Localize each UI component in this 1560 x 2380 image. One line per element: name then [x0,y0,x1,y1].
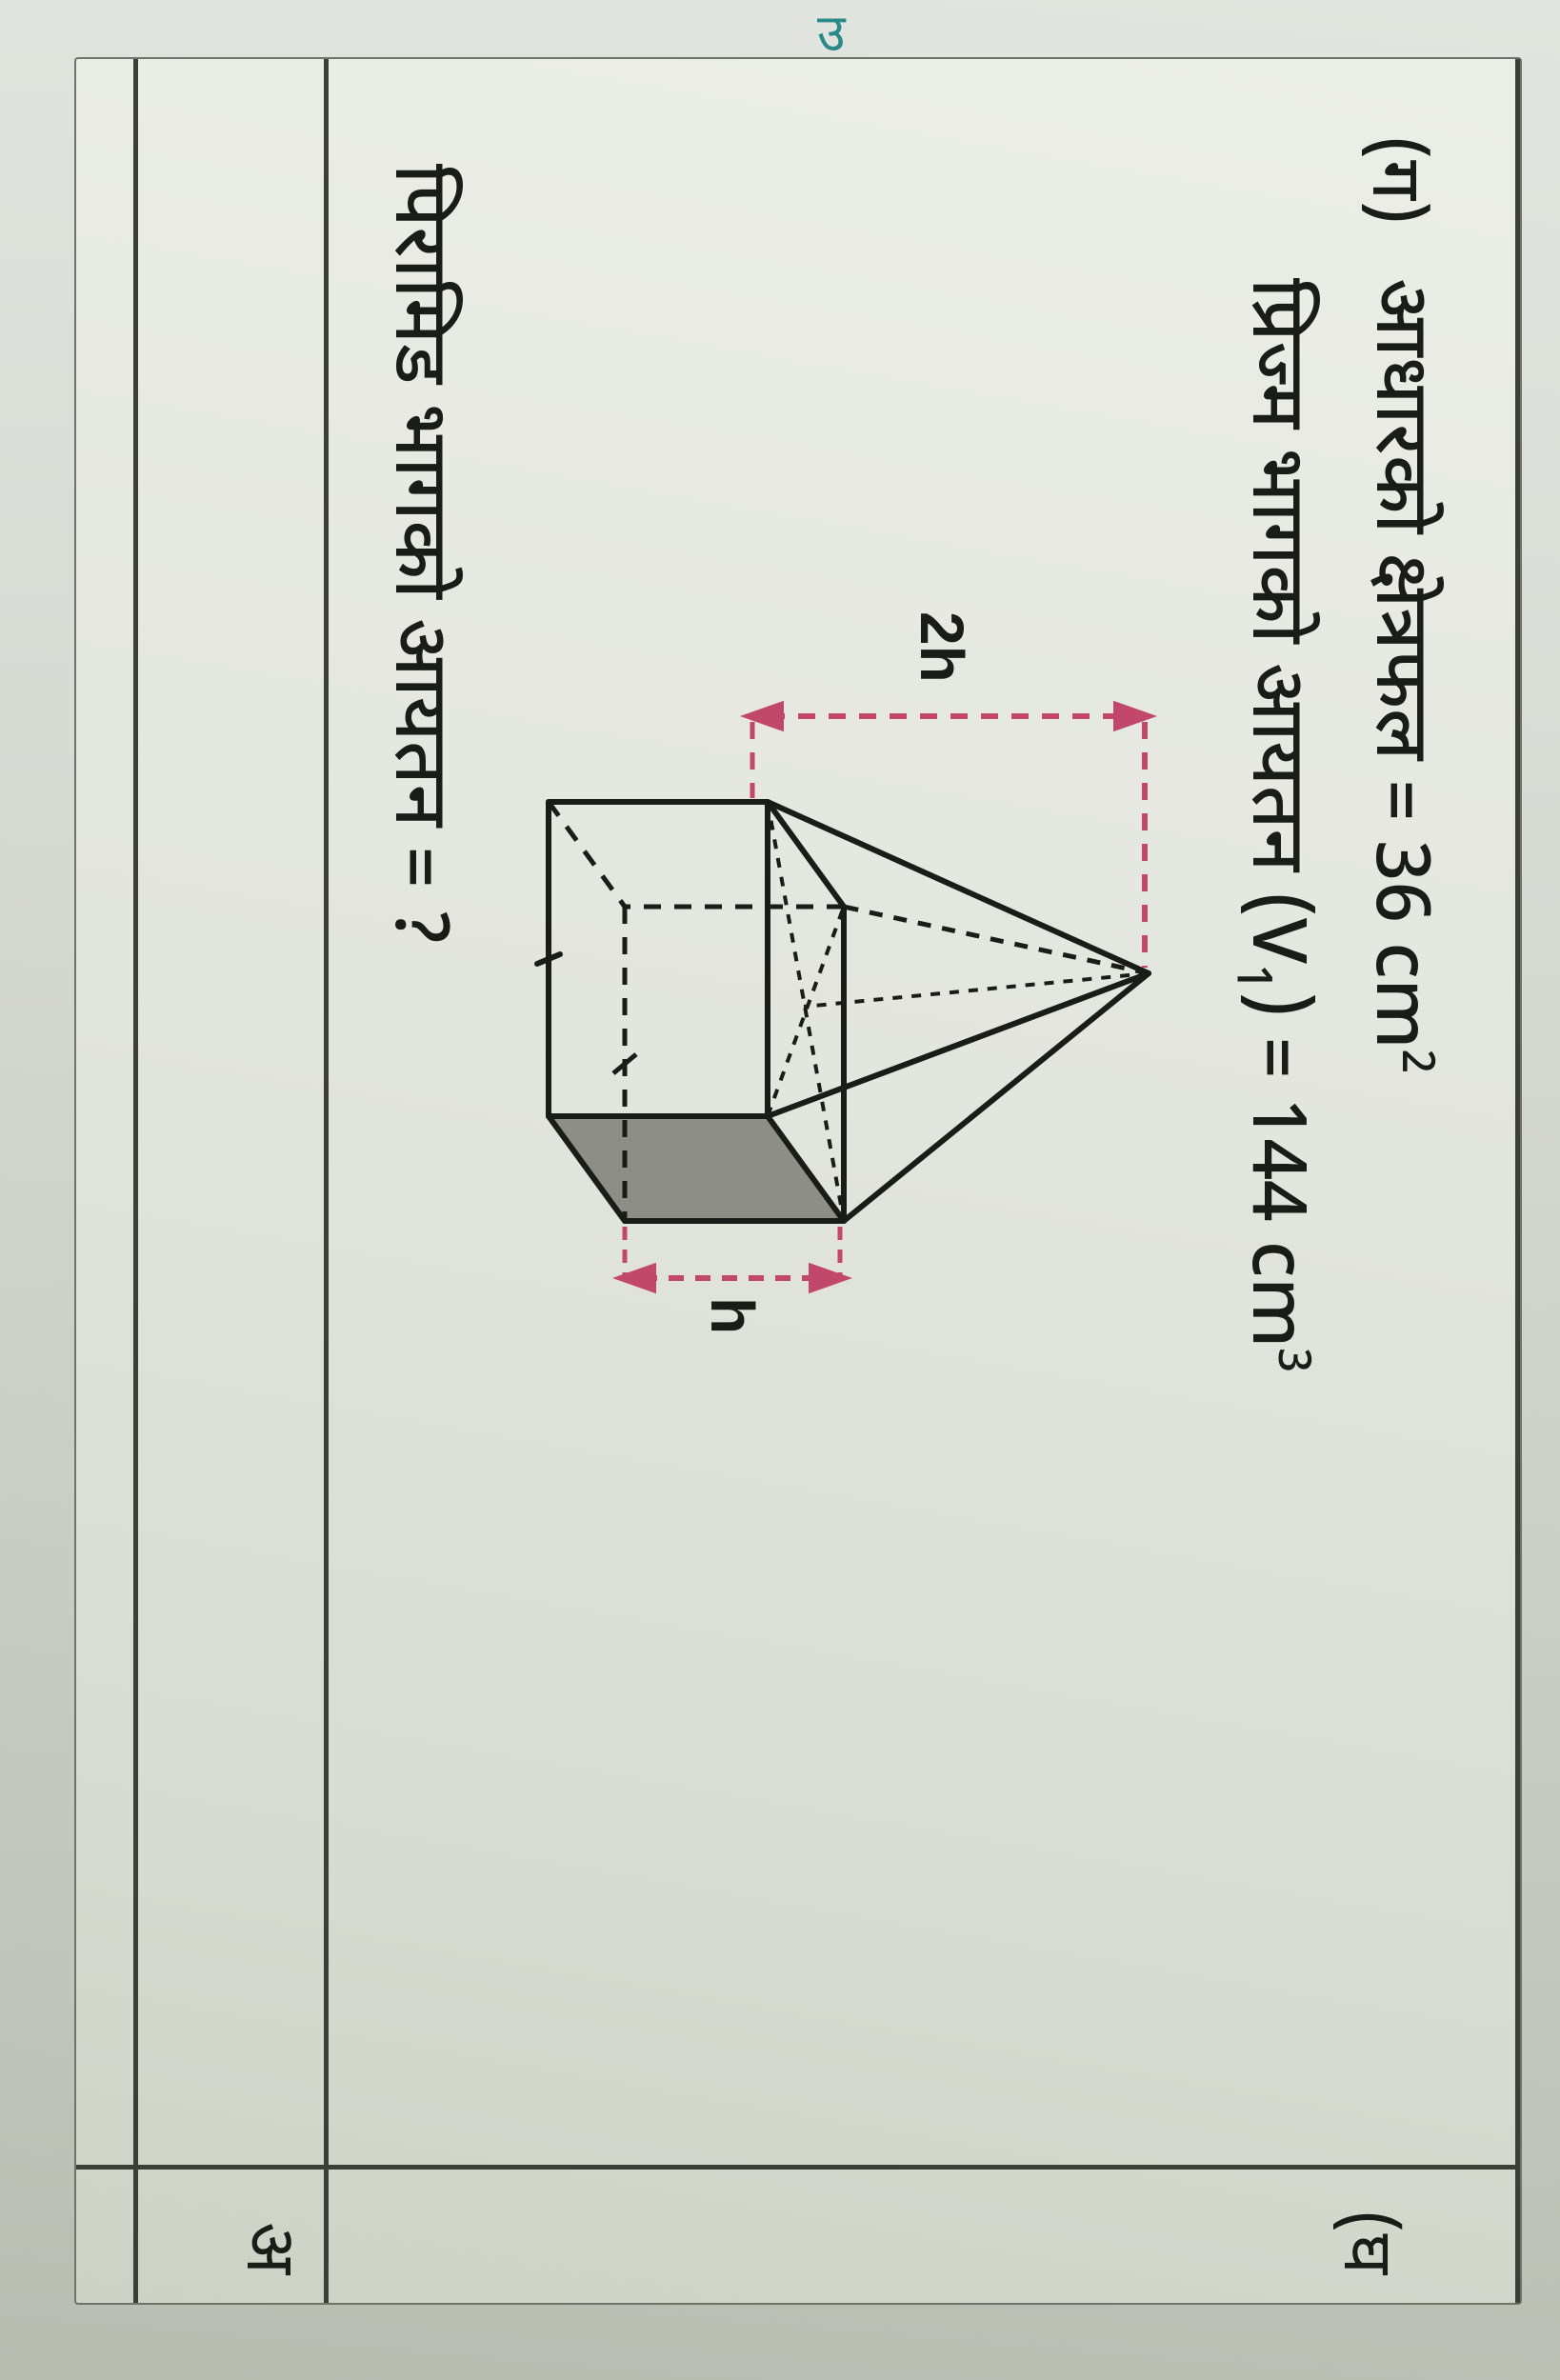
page-rotated: (ग) आधारको क्षेत्रफल = 36 cm2 प्रिज्म भा… [0,0,1560,2380]
worksheet-cell: (ग) आधारको क्षेत्रफल = 36 cm2 प्रिज्म भा… [74,57,1522,2305]
prism-vol-unit: cm [1223,1241,1320,1348]
margin-letter-a: अ [219,2222,309,2274]
line1: आधारको क्षेत्रफल = 36 cm2 [1347,278,1444,1074]
prism-vol-value: 144 [1223,1098,1320,1222]
line2: प्रिज्म भागको आयतन (V1) = 144 cm3 [1217,278,1320,1372]
base-area-unit: cm [1347,942,1444,1049]
base-area-exp: 2 [1384,1050,1442,1074]
question-marker: (ग) [1345,135,1434,225]
line1-prefix: आधारको क्षेत्रफल = [1347,278,1444,821]
pyramid-hidden-group [768,802,1149,1221]
figure-svg [453,554,1177,1411]
shaded-face [549,1116,844,1221]
handwritten-edge: उ [817,6,846,72]
table-border-bottom [324,59,329,2303]
table-border-right [76,2165,1520,2170]
table-border-inner-bottom [133,59,138,2303]
line3: पिरामिड भागको आयतन = ? [366,164,463,947]
prism-vol-exp: 3 [1260,1348,1318,1372]
line2-prefix: प्रिज्म भागको आयतन (V [1223,278,1320,964]
line2-mid: ) = [1223,990,1320,1078]
line2-sub: 1 [1217,964,1280,990]
base-area-value: 36 [1347,840,1444,923]
geometry-figure: 2h h [453,554,1177,1411]
label-h: h [697,1297,768,1334]
label-2h: 2h [907,611,977,683]
next-question-marker: (घ [1316,2210,1406,2274]
table-border-top [1514,59,1520,2303]
